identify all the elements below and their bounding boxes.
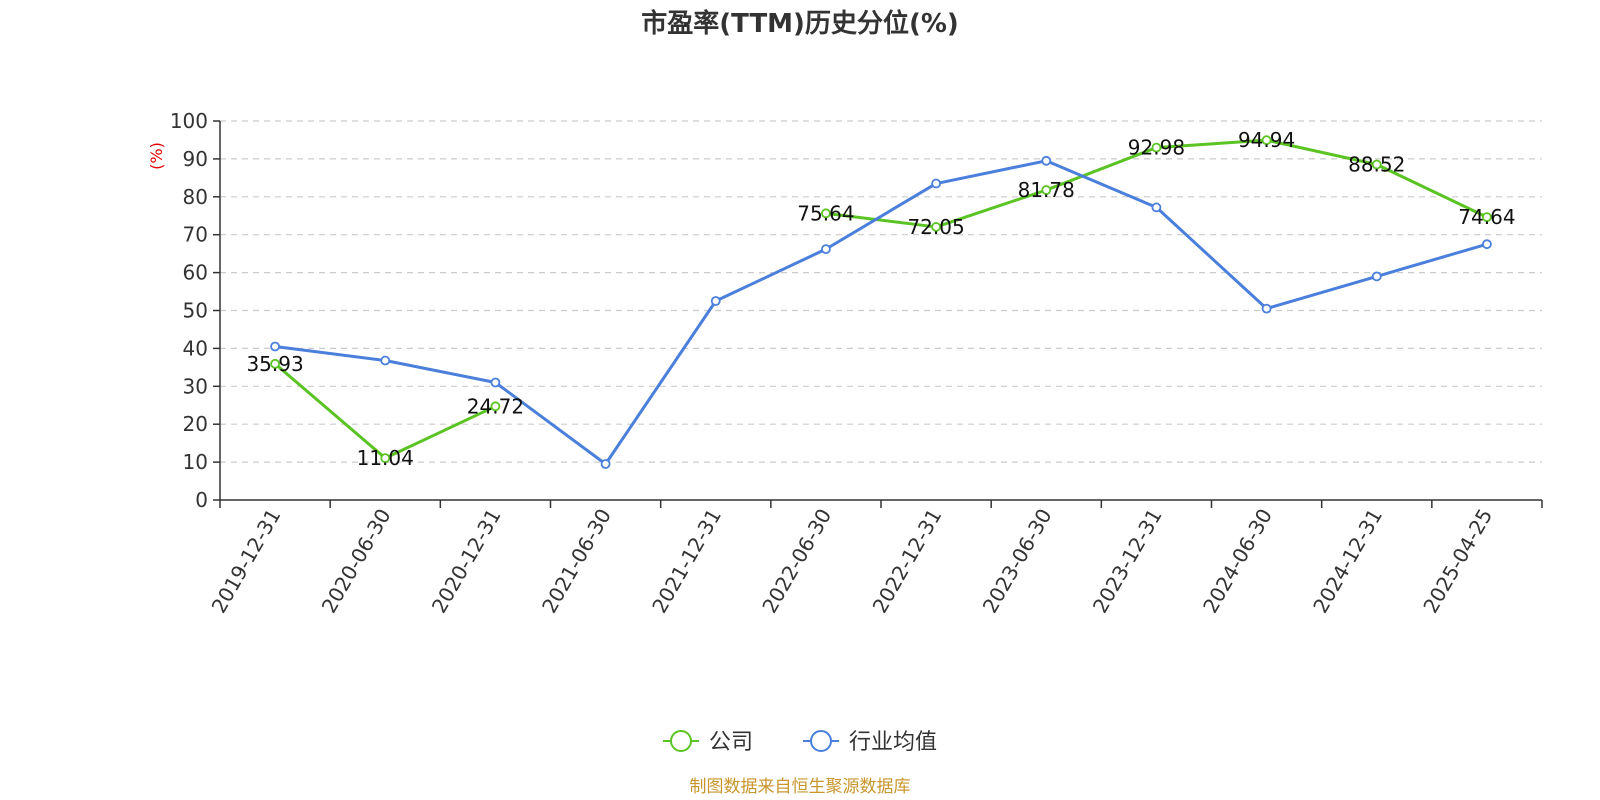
series-1-point (490, 377, 501, 388)
legend-marker-0 (670, 730, 692, 752)
y-tick-label: 40 (183, 336, 208, 360)
data-label: 92.98 (1128, 136, 1185, 160)
series-1-point (1041, 155, 1052, 166)
chart-title: 市盈率(TTM)历史分位(%) (641, 8, 959, 39)
x-tick-label: 2025-04-25 (1418, 505, 1497, 618)
series-1-point (931, 178, 941, 189)
series-1-point (1151, 202, 1162, 213)
x-tick-label: 2021-06-30 (537, 505, 616, 618)
x-tick-label: 2022-06-30 (757, 505, 836, 618)
x-tick-label: 2024-12-31 (1308, 505, 1387, 618)
x-tick-label: 2021-12-31 (647, 505, 726, 618)
axes: 0 10 20 30 40 50 60 70 80 90 100 2019-12-31 2020-06-… (170, 109, 1543, 618)
x-tick-label: 2020-06-30 (317, 505, 396, 618)
data-labels: 35.93 11.04 24.72 75.64 72.05 81.78 92.98 94.94… (246, 128, 1515, 470)
data-label: 74.64 (1458, 205, 1515, 229)
series-line-1 (274, 159, 1488, 466)
series-1-point (600, 459, 611, 469)
y-axis-unit-label: (%) (147, 142, 166, 170)
y-tick-label: 100 (170, 109, 208, 133)
series-0-point (1041, 185, 1052, 195)
series-0-point (380, 453, 391, 464)
series-0-point (490, 401, 501, 412)
y-tick-label: 90 (183, 147, 208, 171)
y-tick-label: 60 (183, 261, 208, 285)
series-0-point (1482, 212, 1492, 223)
y-tick-label: 20 (183, 412, 208, 436)
series-lines (270, 135, 1492, 469)
series-1-point (710, 296, 721, 306)
y-tick-label: 70 (183, 223, 208, 247)
series-0-point (931, 222, 941, 232)
series-1-point (270, 341, 280, 352)
series-0-point (1151, 142, 1162, 153)
data-label: 81.78 (1018, 178, 1075, 202)
y-tick-label: 80 (183, 185, 208, 209)
legend-marker-1 (810, 730, 832, 752)
x-tick-label: 2022-12-31 (868, 505, 947, 618)
y-tick-label: 30 (183, 374, 208, 398)
grid-lines (220, 120, 1542, 463)
data-label: 35.93 (246, 352, 303, 376)
data-label: 94.94 (1238, 128, 1295, 152)
y-tick-label: 50 (183, 299, 208, 323)
legend-label: 行业均值 (849, 730, 937, 755)
data-label: 75.64 (797, 201, 854, 225)
series-1-point (1261, 303, 1272, 314)
x-tick-label: 2023-12-31 (1088, 505, 1167, 618)
series-0-point (821, 208, 831, 219)
y-tick-label: 10 (183, 450, 208, 474)
series-0-point (270, 358, 280, 369)
data-label: 11.04 (357, 446, 414, 470)
series-1-point (1371, 271, 1382, 282)
series-0-point (1261, 135, 1272, 146)
x-tick-label: 2023-06-30 (978, 505, 1057, 618)
series-1-point (1482, 239, 1492, 250)
series-line-0 (274, 362, 497, 460)
data-label: 24.72 (467, 394, 524, 418)
x-tick-label: 2024-06-30 (1198, 505, 1277, 618)
legend-label: 公司 (709, 730, 753, 755)
series-0-point (1371, 159, 1382, 170)
x-tick-label: 2019-12-31 (207, 505, 286, 618)
data-label: 88.52 (1348, 153, 1405, 177)
y-tick-label: 0 (195, 488, 208, 512)
data-source-note: 制图数据来自恒生聚源数据库 (690, 777, 911, 797)
series-1-point (380, 355, 391, 366)
data-label: 72.05 (907, 215, 964, 239)
legend: 公司 行业均值 (663, 730, 937, 755)
series-1-point (821, 244, 831, 255)
x-tick-label: 2020-12-31 (427, 505, 506, 618)
